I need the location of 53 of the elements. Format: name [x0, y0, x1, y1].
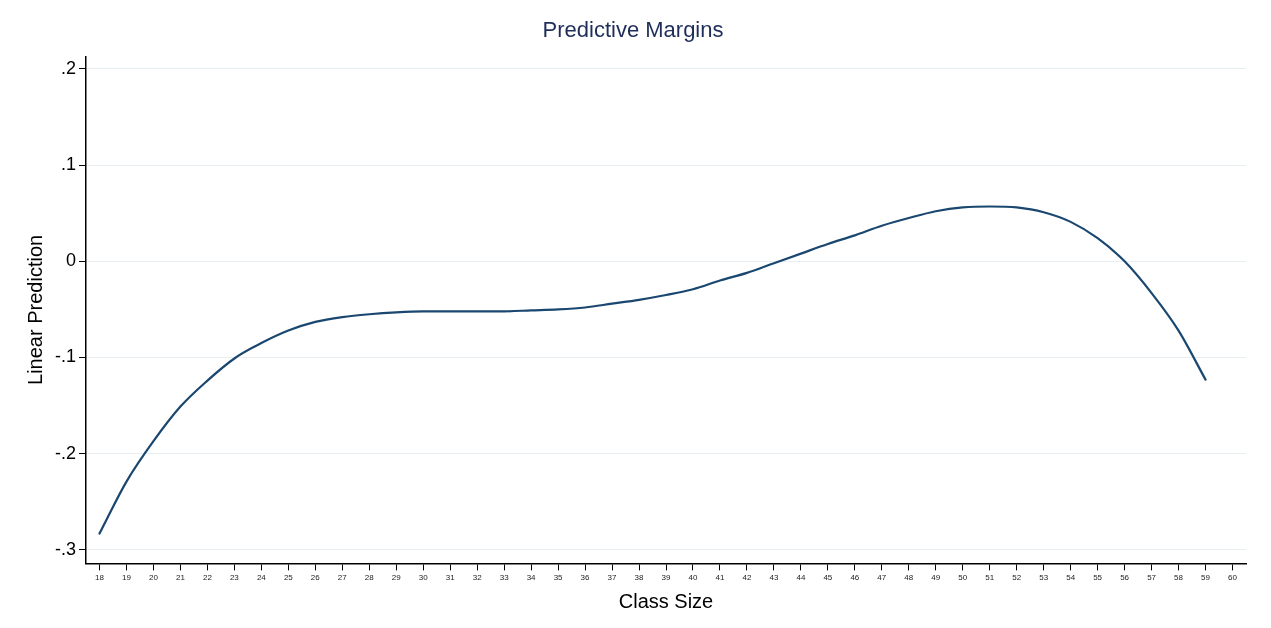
line-series [98, 205, 1207, 535]
x-tick-label: 35 [553, 573, 564, 583]
x-tick-label: 36 [580, 573, 591, 583]
x-tick-label: 19 [122, 573, 132, 583]
x-tick-label: 40 [688, 573, 698, 583]
x-tick-label: 55 [1093, 573, 1103, 583]
y-axis-title: Linear Prediction [23, 234, 46, 385]
x-tick-label: 39 [661, 573, 671, 583]
x-tick-label: 46 [850, 573, 860, 583]
x-tick-label: 28 [364, 573, 375, 583]
x-tick-label: 52 [1012, 573, 1022, 583]
x-tick-label: 21 [175, 573, 186, 583]
x-tick-label: 20 [148, 573, 159, 583]
y-tick-label: -.1 [54, 346, 77, 367]
x-tick-label: 30 [418, 573, 429, 583]
x-tick-label: 59 [1201, 573, 1211, 583]
x-tick-label: 23 [229, 573, 240, 583]
x-tick-label: 60 [1228, 573, 1238, 583]
x-tick-label: 47 [877, 573, 887, 583]
x-tick-label: 41 [715, 573, 725, 583]
x-axis-title: Class Size [618, 589, 714, 612]
y-tick-label: -.2 [54, 442, 77, 463]
x-tick-label: 51 [985, 573, 995, 583]
y-tick-label: 0 [65, 250, 77, 271]
x-tick-label: 26 [310, 573, 321, 583]
x-tick-label: 24 [256, 573, 267, 583]
x-tick-label: 34 [526, 573, 537, 583]
x-tick-label: 58 [1174, 573, 1184, 583]
x-tick-label: 31 [445, 573, 456, 583]
x-tick-label: 56 [1120, 573, 1130, 583]
x-tick-label: 49 [931, 573, 941, 583]
x-tick-label: 25 [283, 573, 294, 583]
x-tick-label: 33 [499, 573, 510, 583]
x-tick-label: 53 [1039, 573, 1049, 583]
x-tick-label: 54 [1066, 573, 1076, 583]
x-tick-label: 18 [95, 573, 105, 583]
x-tick-label: 29 [391, 573, 402, 583]
x-tick-label: 22 [202, 573, 213, 583]
x-tick-label: 42 [742, 573, 752, 583]
x-tick-label: 57 [1147, 573, 1157, 583]
y-tick-label: -.3 [54, 538, 77, 559]
y-tick-label: .2 [60, 57, 77, 78]
x-tick-label: 48 [904, 573, 914, 583]
x-tick-label: 45 [823, 573, 833, 583]
x-tick-label: 27 [337, 573, 348, 583]
x-tick-label: 43 [769, 573, 779, 583]
x-tick-label: 32 [472, 573, 483, 583]
y-tick-label: .1 [60, 154, 77, 175]
x-tick-label: 50 [958, 573, 968, 583]
x-tick-label: 38 [634, 573, 645, 583]
x-tick-label: 37 [607, 573, 618, 583]
chart-title: Predictive Margins [542, 17, 724, 43]
x-tick-label: 44 [796, 573, 806, 583]
